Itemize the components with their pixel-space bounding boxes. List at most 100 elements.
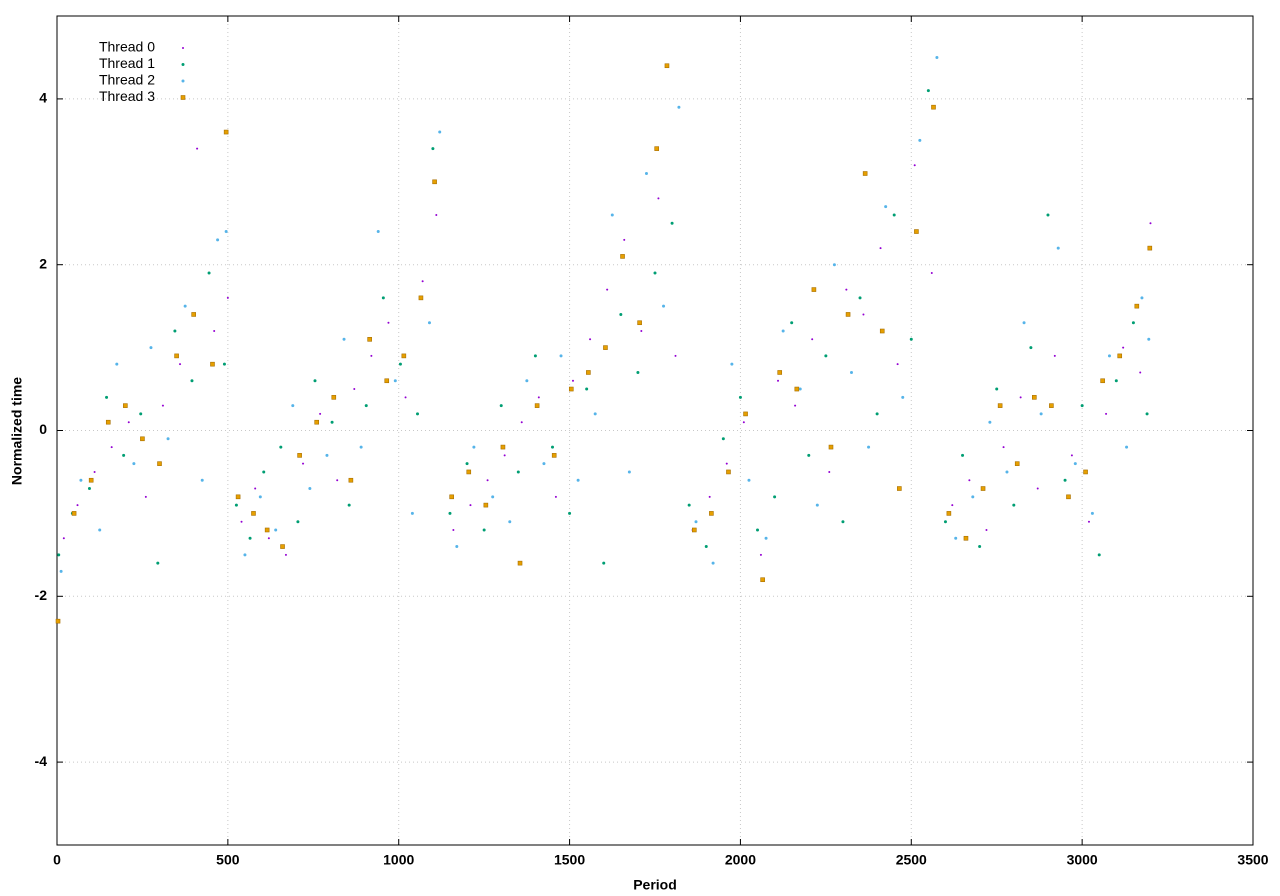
point	[183, 304, 187, 308]
point	[319, 412, 322, 415]
point	[179, 363, 182, 366]
point	[308, 487, 312, 491]
point	[213, 330, 216, 333]
point	[913, 164, 916, 167]
point	[387, 321, 390, 324]
point	[1100, 378, 1105, 384]
point	[815, 503, 819, 507]
point	[448, 511, 452, 515]
point	[254, 487, 257, 490]
point	[988, 420, 992, 424]
point	[730, 362, 734, 366]
point	[760, 577, 765, 583]
point	[376, 230, 380, 234]
point	[427, 321, 431, 325]
legend-marker	[181, 79, 185, 83]
point	[759, 553, 762, 556]
point	[1107, 354, 1111, 358]
point	[280, 544, 285, 549]
point	[1083, 469, 1088, 475]
point	[1073, 462, 1077, 466]
point	[359, 445, 363, 449]
point	[243, 553, 247, 557]
point	[1053, 354, 1056, 357]
point	[943, 520, 947, 524]
x-axis-title: Period	[633, 877, 677, 893]
point	[664, 63, 670, 69]
point	[534, 403, 540, 408]
point	[841, 520, 845, 524]
point	[811, 287, 817, 292]
point	[1140, 296, 1144, 300]
point	[875, 412, 879, 416]
point	[296, 520, 300, 524]
point	[711, 561, 715, 565]
point	[637, 320, 642, 326]
y-tick-label: -2	[35, 587, 48, 603]
point	[330, 420, 334, 424]
point	[364, 404, 368, 408]
point	[1097, 553, 1101, 557]
point	[336, 479, 339, 482]
point	[1046, 213, 1050, 217]
point	[57, 553, 61, 557]
point	[764, 536, 768, 540]
point	[166, 437, 170, 441]
point	[465, 462, 469, 466]
point	[1019, 396, 1022, 399]
point	[849, 370, 853, 374]
point	[190, 379, 194, 383]
point	[486, 479, 489, 482]
point	[223, 129, 229, 135]
point	[978, 545, 982, 549]
point	[914, 229, 919, 234]
point	[174, 353, 179, 359]
point	[331, 395, 337, 400]
point	[884, 205, 888, 209]
point	[603, 345, 608, 350]
point	[157, 461, 162, 466]
point	[742, 421, 745, 424]
point	[1029, 346, 1033, 350]
point	[367, 337, 372, 342]
point	[325, 453, 329, 457]
legend-label: Thread 3	[99, 88, 155, 104]
point	[455, 545, 459, 549]
point	[1105, 412, 1108, 415]
point	[384, 378, 390, 384]
point	[279, 445, 283, 449]
point	[240, 520, 243, 523]
point	[140, 436, 145, 442]
point	[418, 295, 424, 301]
point	[585, 387, 589, 391]
point	[1002, 446, 1005, 449]
point	[267, 537, 270, 540]
point	[251, 511, 256, 516]
point	[191, 312, 196, 317]
point	[1114, 379, 1118, 383]
point	[410, 511, 414, 515]
legend-label: Thread 0	[99, 39, 155, 55]
point	[313, 379, 317, 383]
point	[954, 536, 958, 540]
point	[798, 387, 802, 391]
point	[568, 386, 574, 392]
point	[533, 354, 537, 358]
point	[1149, 222, 1152, 225]
point	[115, 362, 119, 366]
point	[525, 379, 529, 383]
point	[110, 446, 113, 449]
point	[79, 478, 83, 482]
point	[348, 477, 354, 483]
point	[606, 288, 609, 291]
point	[435, 213, 438, 216]
point	[824, 354, 828, 358]
point	[234, 503, 238, 507]
point	[353, 388, 356, 391]
point	[721, 437, 725, 441]
point	[1049, 403, 1054, 408]
legend-marker	[182, 47, 184, 49]
point	[879, 328, 885, 334]
point	[576, 478, 580, 482]
point	[704, 545, 708, 549]
